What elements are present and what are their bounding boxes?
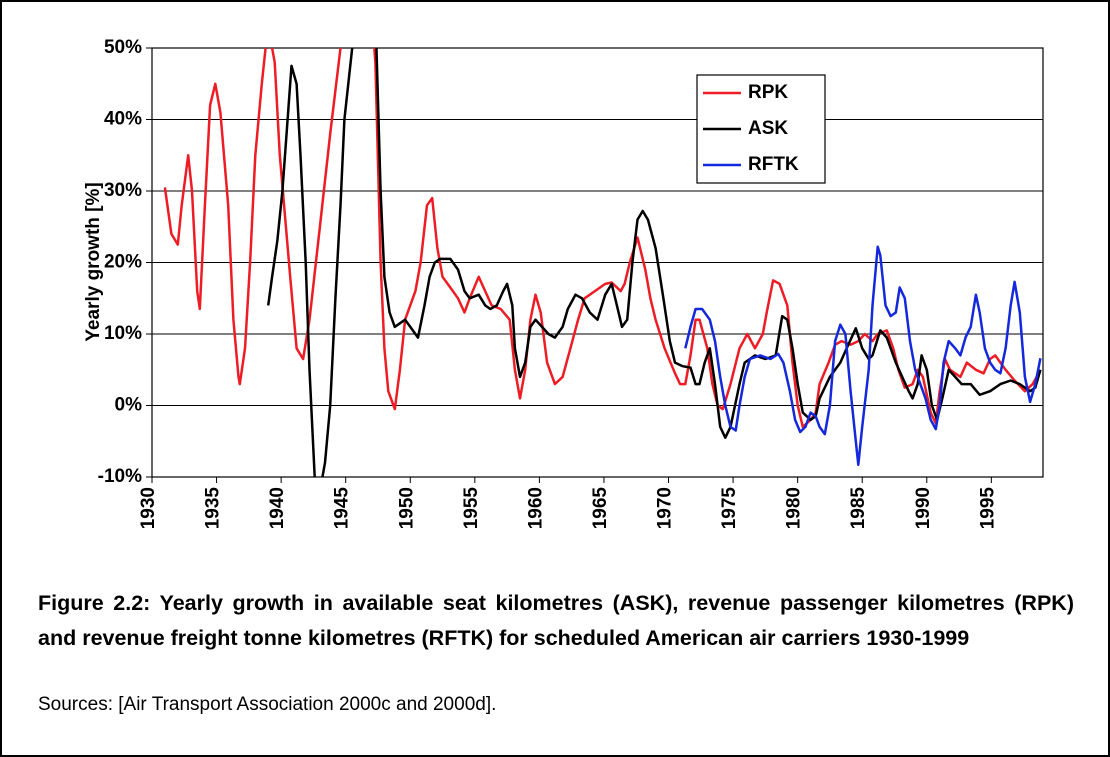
y-tick-label: 30% bbox=[104, 180, 142, 201]
y-tick-label: 40% bbox=[104, 109, 142, 130]
x-tick-label: 1995 bbox=[977, 487, 998, 530]
figure-caption: Figure 2.2: Yearly growth in available s… bbox=[38, 591, 1074, 650]
chart: Yearly growth [%] -10% 0% 10% 20% 30% 40% 50% 1… bbox=[83, 37, 1044, 530]
y-tick-label: 50% bbox=[104, 37, 142, 58]
y-tick-label: -10% bbox=[98, 466, 142, 487]
x-tick-label: 1950 bbox=[396, 487, 417, 529]
x-tick-label: 1935 bbox=[203, 487, 224, 530]
x-tick-label: 1985 bbox=[848, 487, 869, 530]
plot-border bbox=[151, 47, 1044, 478]
x-tick-label: 1955 bbox=[461, 487, 482, 530]
legend-label: ASK bbox=[748, 118, 788, 139]
x-tick-label: 1980 bbox=[784, 487, 805, 529]
legend-label: RPK bbox=[748, 82, 788, 103]
x-tick-label: 1945 bbox=[332, 487, 353, 530]
x-tick-label: 1975 bbox=[719, 487, 740, 530]
y-tick-label: 0% bbox=[115, 395, 143, 416]
x-tick-label: 1970 bbox=[655, 487, 676, 529]
x-tick-label: 1940 bbox=[267, 487, 288, 529]
series-line bbox=[266, 48, 1042, 477]
series-line bbox=[684, 245, 1042, 467]
figure-source: Sources: [Air Transport Association 2000… bbox=[38, 694, 497, 715]
y-tick-label: 10% bbox=[104, 323, 142, 344]
x-tick-label: 1990 bbox=[913, 487, 934, 529]
x-tick-label: 1960 bbox=[525, 487, 546, 529]
legend-label: RFTK bbox=[748, 154, 799, 175]
plot-lines bbox=[163, 48, 1042, 477]
x-tick-label: 1965 bbox=[590, 487, 611, 530]
y-tick-label: 20% bbox=[104, 252, 142, 273]
x-tick-label: 1930 bbox=[138, 487, 159, 529]
series-line bbox=[163, 48, 1042, 429]
y-axis-label: Yearly growth [%] bbox=[83, 182, 104, 341]
